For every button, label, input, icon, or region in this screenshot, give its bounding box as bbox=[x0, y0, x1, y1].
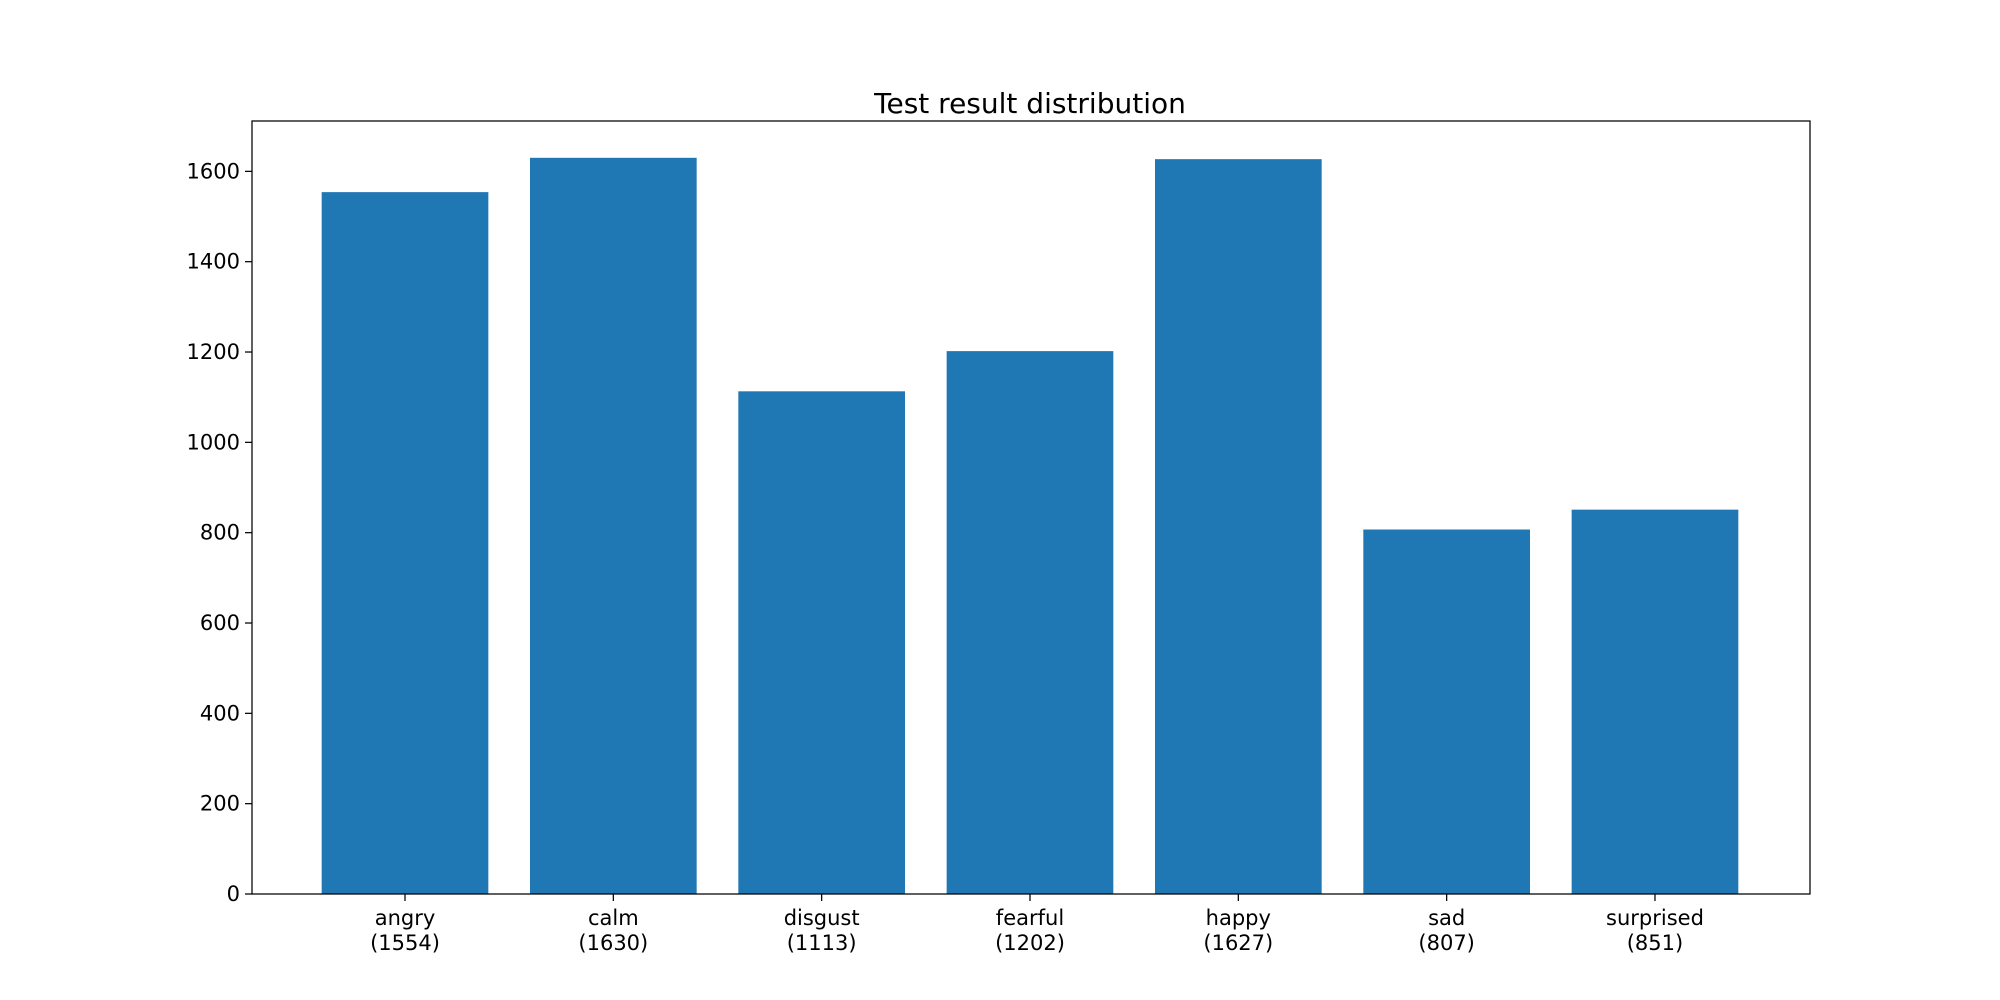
x-tick-label: calm bbox=[588, 906, 639, 930]
x-tick-label: fearful bbox=[996, 906, 1064, 930]
y-tick-label: 0 bbox=[227, 882, 240, 906]
y-tick-label: 600 bbox=[200, 611, 240, 635]
x-tick-label: sad bbox=[1428, 906, 1465, 930]
x-tick-count-label: (1202) bbox=[995, 931, 1065, 955]
x-tick-count-label: (1554) bbox=[370, 931, 440, 955]
y-tick-label: 800 bbox=[200, 521, 240, 545]
y-tick-label: 400 bbox=[200, 701, 240, 725]
y-tick-label: 1400 bbox=[187, 250, 240, 274]
x-tick-label: surprised bbox=[1606, 906, 1704, 930]
bar-calm bbox=[530, 157, 697, 894]
x-tick-count-label: (851) bbox=[1627, 931, 1683, 955]
y-tick-label: 1000 bbox=[187, 430, 240, 454]
bar-disgust bbox=[738, 391, 905, 894]
x-tick-count-label: (1113) bbox=[787, 931, 857, 955]
bars bbox=[321, 157, 1739, 894]
x-axis: angry(1554) calm(1630) disgust(1113) fearfu… bbox=[370, 894, 1704, 955]
bar-angry bbox=[321, 192, 489, 894]
x-tick-count-label: (1630) bbox=[578, 931, 648, 955]
y-tick-label: 1200 bbox=[187, 340, 240, 364]
x-tick-label: disgust bbox=[784, 906, 860, 930]
plot-frame bbox=[251, 120, 1811, 895]
x-tick-label: angry bbox=[375, 906, 436, 930]
bar-surprised bbox=[1571, 509, 1739, 894]
chart-title: Test result distribution bbox=[873, 87, 1186, 120]
x-tick-count-label: (807) bbox=[1418, 931, 1474, 955]
x-tick-count-label: (1627) bbox=[1203, 931, 1273, 955]
y-axis: 0 200 400 600 800 1000 1200 1400 1600 bbox=[187, 159, 252, 906]
x-tick-label: happy bbox=[1206, 906, 1271, 930]
bar-fearful bbox=[946, 351, 1114, 894]
bar-sad bbox=[1363, 529, 1530, 894]
y-tick-label: 1600 bbox=[187, 159, 240, 183]
y-tick-label: 200 bbox=[200, 792, 240, 816]
bar-happy bbox=[1154, 159, 1322, 894]
